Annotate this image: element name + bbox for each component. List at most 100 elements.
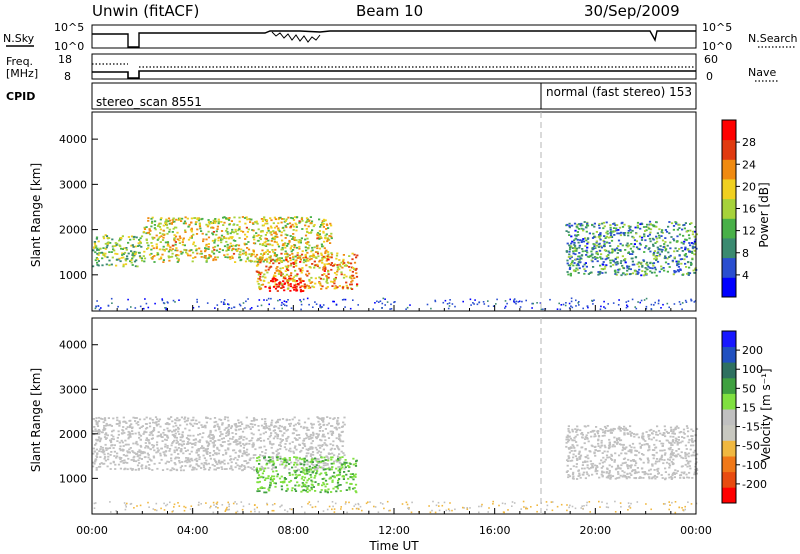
nsky-tick-bottom: 10^0: [54, 40, 84, 53]
echo-cell: [124, 461, 127, 464]
echo-cell: [575, 267, 578, 270]
echo-cell: [141, 259, 144, 262]
echo-cell: [219, 431, 222, 433]
echo-cell: [229, 437, 232, 440]
echo-cell: [326, 240, 329, 243]
echo-cell: [264, 276, 267, 279]
echo-cell: [647, 226, 650, 229]
echo-cell: [617, 427, 620, 430]
echo-cell: [676, 228, 679, 231]
echo-cell: [591, 462, 595, 465]
echo-cell: [615, 227, 618, 230]
echo-cell: [680, 465, 683, 468]
echo-cell: [340, 261, 343, 264]
echo-cell: [322, 255, 325, 258]
echo-cell: [93, 242, 96, 245]
echo-cell: [670, 430, 673, 432]
echo-cell: [319, 418, 322, 420]
echo-cell: [152, 428, 156, 431]
echo-cell: [181, 435, 184, 438]
scatter-cell: [165, 307, 168, 309]
echo-cell: [652, 436, 655, 439]
echo-cell: [578, 252, 581, 254]
echo-cell: [310, 222, 313, 224]
echo-cell: [268, 251, 271, 253]
echo-cell: [186, 449, 189, 452]
echo-cell: [277, 257, 280, 260]
echo-cell: [252, 443, 255, 446]
scatter-cell: [434, 511, 437, 514]
echo-cell: [618, 232, 621, 235]
echo-cell: [338, 453, 341, 455]
echo-cell: [105, 422, 108, 425]
echo-cell: [269, 442, 272, 445]
echo-cell: [205, 459, 208, 462]
echo-cell: [319, 491, 322, 494]
echo-cell: [678, 227, 681, 229]
echo-cell: [601, 471, 604, 474]
scatter-cell: [506, 302, 508, 305]
echo-cell: [672, 462, 675, 465]
echo-cell: [228, 237, 231, 240]
echo-cell: [110, 444, 113, 447]
echo-cell: [321, 220, 324, 222]
echo-cell: [303, 461, 306, 463]
echo-cell: [223, 254, 226, 257]
echo-cell: [638, 457, 642, 460]
echo-cell: [655, 259, 658, 261]
echo-cell: [268, 435, 271, 438]
echo-cell: [243, 465, 246, 467]
echo-cell: [629, 253, 632, 255]
echo-cell: [280, 218, 284, 220]
echo-cell: [209, 457, 212, 460]
echo-cell: [174, 432, 177, 435]
echo-cell: [251, 229, 254, 231]
echo-cell: [252, 419, 256, 422]
scatter-cell: [569, 504, 571, 507]
echo-cell: [155, 443, 159, 446]
echo-cell: [155, 245, 158, 248]
echo-cell: [352, 267, 355, 269]
echo-cell: [569, 468, 572, 470]
echo-cell: [654, 242, 657, 244]
echo-cell: [284, 224, 287, 227]
echo-cell: [231, 432, 234, 434]
echo-cell: [596, 251, 599, 254]
echo-cell: [173, 430, 176, 432]
echo-cell: [202, 449, 205, 452]
echo-cell: [652, 454, 655, 456]
echo-cell: [307, 449, 310, 452]
echo-cell: [148, 464, 151, 466]
echo-cell: [292, 249, 295, 251]
echo-cell: [342, 421, 345, 424]
echo-cell: [269, 456, 272, 459]
echo-cell: [299, 255, 302, 257]
colorbar-swatch: [722, 198, 736, 219]
echo-cell: [680, 258, 684, 260]
echo-cell: [299, 290, 303, 293]
echo-cell: [137, 431, 140, 434]
echo-cell: [641, 265, 644, 268]
echo-cell: [307, 287, 310, 289]
echo-cell: [651, 463, 654, 466]
echo-cell: [148, 253, 152, 256]
scatter-cell: [285, 301, 288, 303]
scatter-cell: [147, 306, 150, 309]
echo-cell: [216, 225, 219, 228]
echo-cell: [280, 231, 283, 234]
echo-cell: [219, 443, 222, 446]
echo-cell: [598, 224, 601, 227]
scatter-cell: [357, 304, 359, 306]
echo-cell: [275, 470, 278, 472]
echo-cell: [273, 216, 276, 219]
echo-cell: [282, 226, 285, 229]
echo-cell: [281, 439, 284, 441]
echo-cell: [191, 446, 194, 449]
echo-cell: [324, 428, 327, 430]
echo-cell: [95, 455, 98, 457]
scatter-cell: [654, 301, 656, 304]
echo-cell: [242, 443, 245, 445]
echo-cell: [353, 277, 356, 279]
echo-cell: [217, 222, 220, 225]
echo-cell: [271, 480, 274, 482]
